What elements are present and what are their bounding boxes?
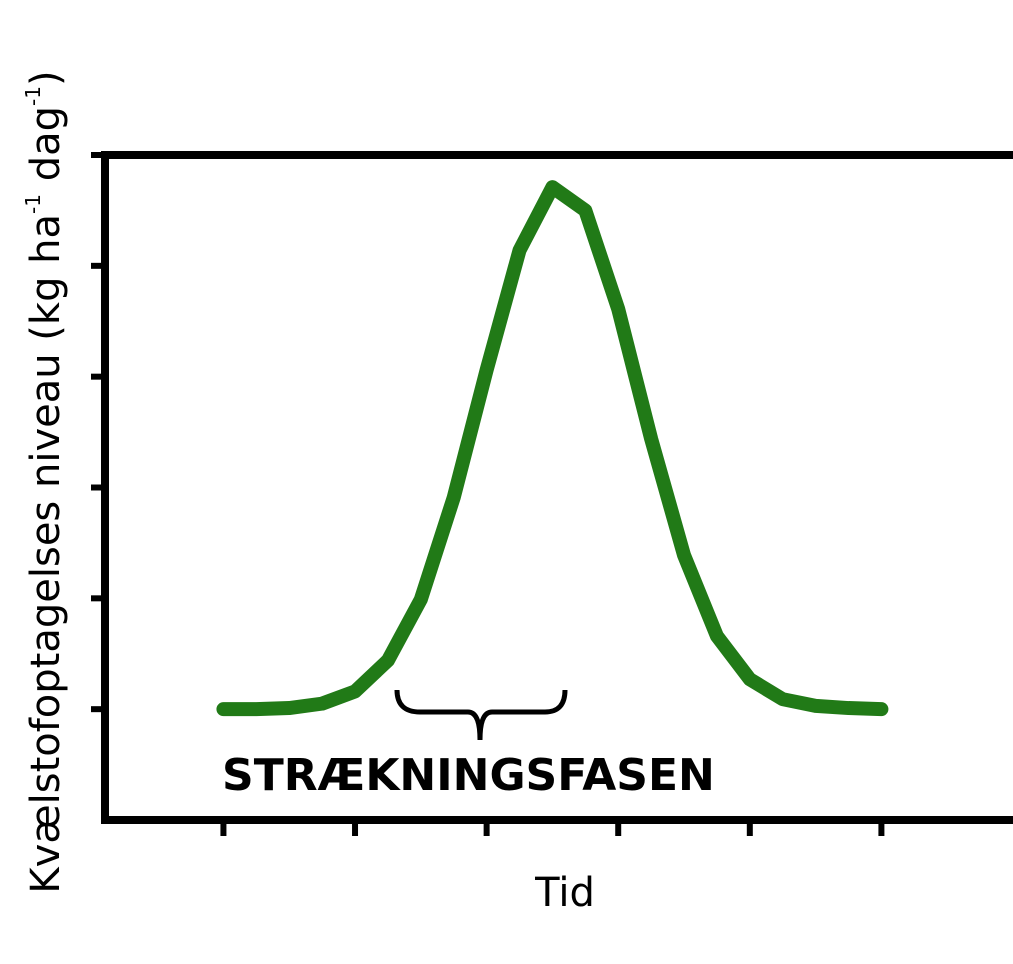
y-label-part: dag [23, 106, 69, 194]
line-series [216, 180, 889, 717]
x-axis-label: Tid [534, 870, 595, 916]
y-label-part: ) [23, 70, 69, 86]
y-axis-label: Kvælstofoptagelses niveau (kg ha-1 dag-1… [21, 70, 70, 893]
annotation-brace [394, 689, 568, 741]
y-label-part: Kvælstofoptagelses niveau (kg ha [23, 214, 69, 894]
y-label-sup: -1 [21, 86, 45, 106]
annotation: STRÆKNINGSFASEN [222, 750, 715, 801]
y-label-sup: -1 [21, 194, 45, 214]
